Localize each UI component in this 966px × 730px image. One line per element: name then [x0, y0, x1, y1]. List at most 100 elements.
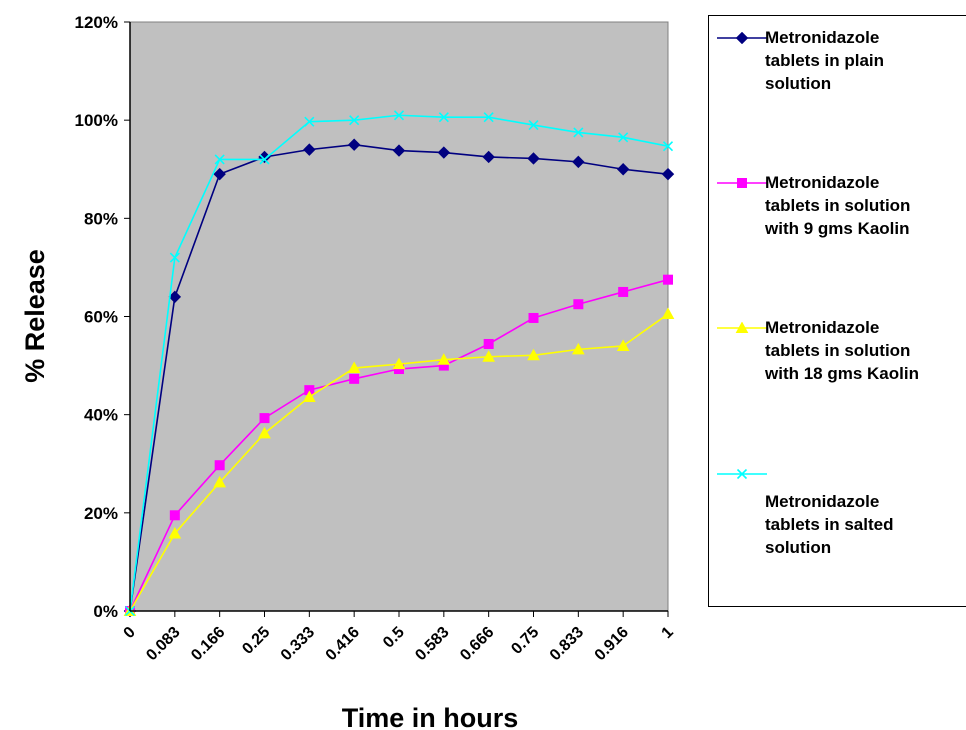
x-marker-stroke	[438, 112, 449, 123]
x-tick-label: 0.666	[457, 624, 497, 664]
y-tick-label: 120%	[75, 13, 118, 32]
x-tick-label: 0.583	[412, 624, 452, 664]
legend-line: solution	[765, 74, 832, 93]
data-point-series-1	[572, 155, 585, 169]
x-marker-stroke	[214, 154, 225, 165]
legend-line: tablets in solution	[765, 341, 911, 360]
x-marker-stroke	[736, 468, 748, 480]
legend-marker-x	[717, 468, 767, 480]
data-point-series-1	[616, 163, 630, 176]
data-point-series-3	[258, 426, 271, 439]
legend-marker-triangle	[717, 322, 767, 333]
data-point-series-1	[661, 167, 675, 181]
data-point-series-1	[303, 143, 316, 156]
x-marker-stroke	[662, 141, 674, 152]
legend-line: Metronidazole	[765, 28, 880, 47]
data-point-series-2	[663, 274, 673, 285]
plot-area	[129, 21, 669, 612]
data-point-series-4	[573, 127, 584, 138]
data-point-series-2	[528, 312, 539, 323]
y-tick-label: 40%	[84, 406, 118, 425]
x-marker-stroke	[528, 120, 539, 131]
data-point-series-2	[169, 510, 180, 521]
x-marker-stroke	[483, 112, 494, 123]
x-tick-label: 0.083	[143, 624, 183, 664]
x-marker-stroke	[618, 132, 629, 143]
x-marker-stroke	[259, 154, 270, 165]
legend-label: Metronidazole tablets in plain solution	[765, 26, 965, 95]
x-tick-label: 0	[121, 624, 139, 642]
x-marker-stroke	[304, 116, 315, 127]
data-point-series-3	[213, 475, 227, 488]
data-point-series-1	[392, 144, 406, 157]
legend-line: Metronidazole	[765, 173, 880, 192]
data-point-series-2	[573, 299, 584, 310]
legend-marker-symbol	[735, 322, 749, 333]
legend-label: Metronidazole tablets in solution with 9…	[765, 171, 965, 240]
data-point-series-3	[482, 350, 496, 362]
legend-line: tablets in salted	[765, 515, 894, 534]
data-point-series-4	[304, 116, 315, 127]
series-group	[123, 110, 675, 618]
legend-line: tablets in plain	[765, 51, 885, 70]
y-tick-label: 60%	[84, 308, 118, 327]
data-point-series-1	[437, 146, 451, 159]
data-point-series-4	[393, 110, 405, 121]
x-tick-label: 0.916	[592, 624, 632, 664]
data-point-series-1	[527, 152, 540, 165]
legend-line: Metronidazole	[765, 318, 880, 337]
data-point-series-2	[483, 338, 494, 349]
data-point-series-4	[662, 141, 674, 152]
y-tick-label: 20%	[84, 504, 118, 523]
legend-marker-symbol	[735, 32, 749, 44]
x-tick-label: 0.833	[547, 624, 587, 664]
x-marker-stroke	[169, 252, 180, 263]
data-point-series-1	[168, 290, 182, 304]
data-point-series-4	[214, 154, 225, 165]
data-point-series-2	[349, 373, 360, 384]
y-tick-label: 0%	[93, 602, 118, 621]
y-tick-label: 100%	[75, 111, 118, 130]
legend-marker-symbol	[737, 178, 747, 188]
data-point-series-3	[302, 390, 316, 402]
legend-line: solution	[765, 538, 832, 557]
data-point-series-3	[437, 353, 451, 365]
legend-label: Metronidazole tablets in solution with 1…	[765, 316, 965, 385]
y-tick-label: 80%	[84, 209, 118, 228]
legend-marker-square	[717, 178, 767, 188]
data-point-series-3	[168, 526, 182, 539]
data-point-series-4	[483, 112, 494, 123]
legend-marker-diamond	[717, 32, 767, 44]
data-point-series-3	[392, 357, 406, 370]
x-tick-label: 0.25	[239, 624, 273, 658]
x-tick-label: 0.416	[323, 624, 363, 664]
data-point-series-1	[482, 150, 495, 164]
x-marker-stroke	[393, 110, 405, 121]
legend-line: tablets in solution	[765, 196, 911, 215]
data-point-series-4	[618, 132, 629, 143]
data-point-series-4	[528, 120, 539, 131]
legend-line: with 9 gms Kaolin	[765, 219, 910, 238]
data-point-series-3	[527, 348, 540, 361]
y-axis-ticks: 0% 20% 40% 60% 80% 100% 120%	[75, 13, 130, 621]
x-tick-label: 0.75	[508, 624, 542, 658]
y-axis-title: % Release	[20, 249, 50, 383]
legend-label: Metronidazole tablets in salted solution	[765, 490, 965, 559]
legend-line: Metronidazole	[765, 492, 880, 511]
data-point-series-3	[661, 307, 675, 320]
data-point-series-4	[259, 154, 270, 165]
data-point-series-4	[169, 252, 180, 263]
data-point-series-1	[347, 138, 361, 151]
data-point-series-4	[438, 112, 449, 123]
legend-line: with 18 gms Kaolin	[765, 364, 919, 383]
x-marker-stroke	[349, 115, 360, 126]
data-point-series-2	[618, 286, 629, 297]
x-marker-stroke	[573, 127, 584, 138]
x-tick-label: 0.333	[278, 624, 318, 664]
data-point-series-2	[259, 413, 270, 424]
x-axis-title: Time in hours	[342, 703, 519, 730]
x-tick-label: 0.166	[188, 624, 228, 664]
legend-marker-symbol	[736, 468, 748, 480]
data-point-series-3	[571, 342, 585, 355]
